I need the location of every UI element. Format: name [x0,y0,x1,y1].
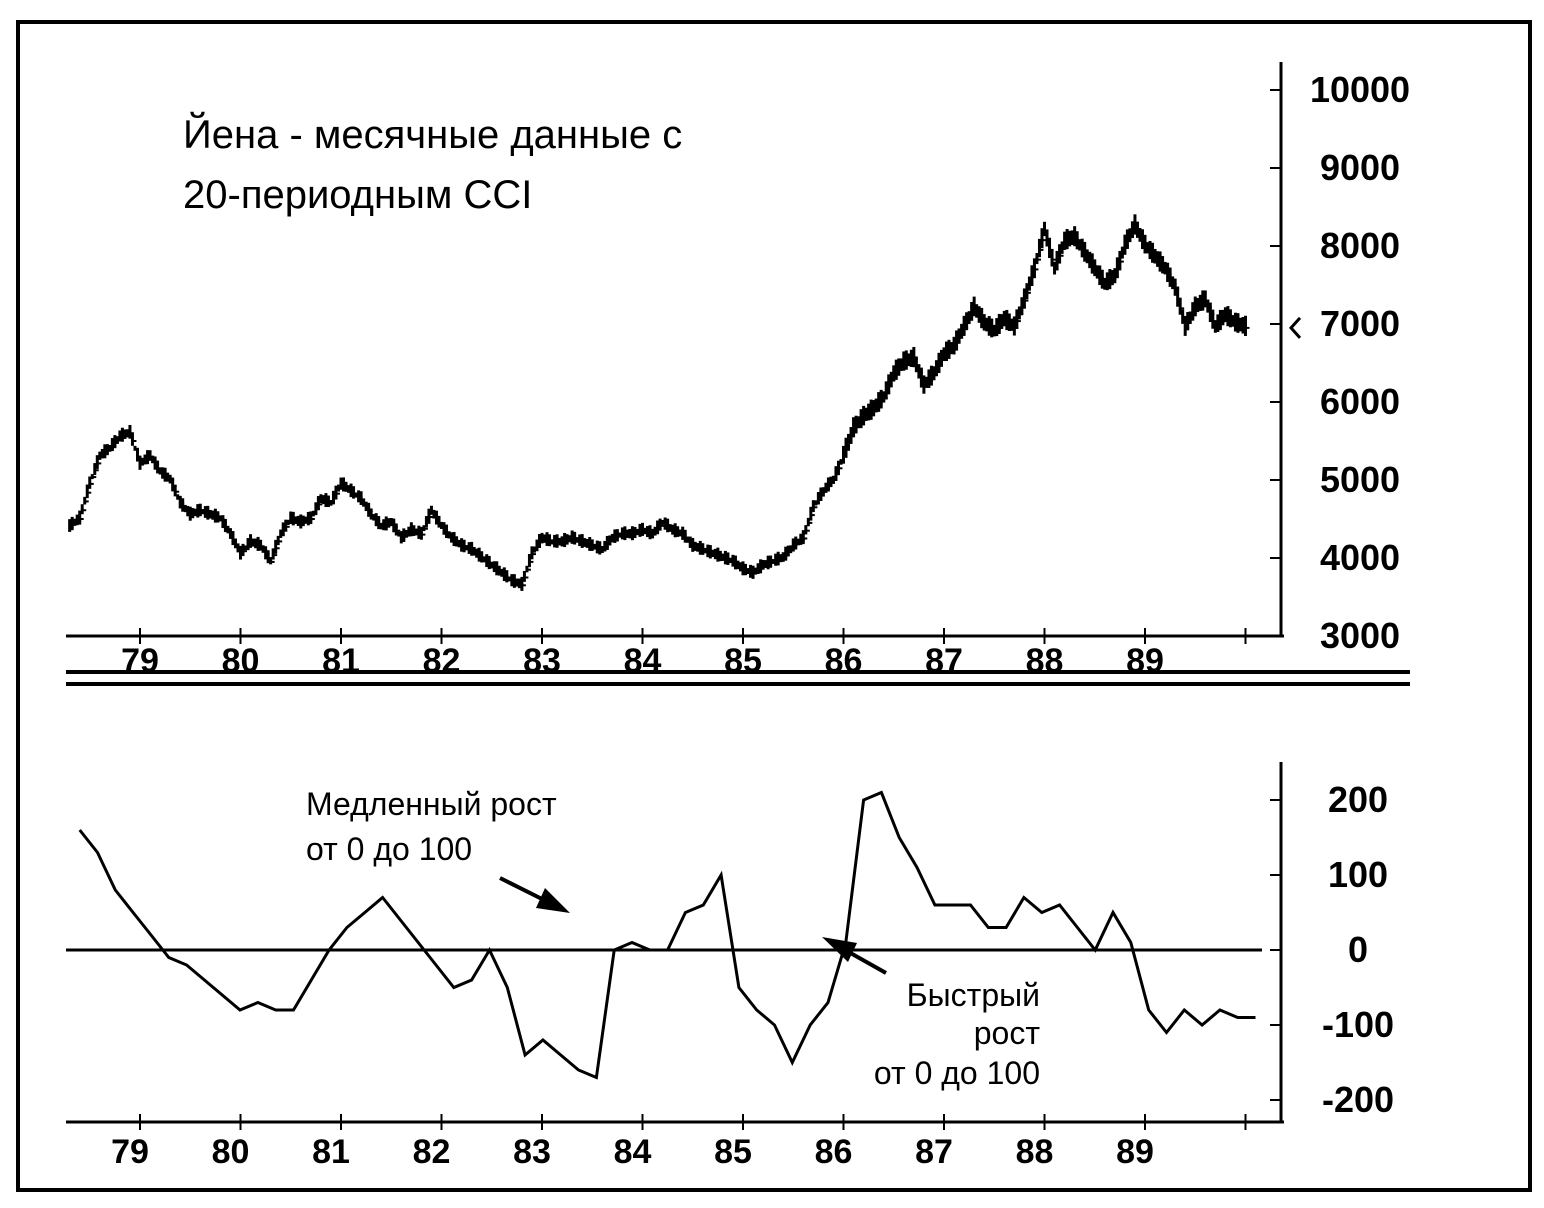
cci-y-tick-label: 200 [1328,779,1388,820]
price-x-tick-label: 81 [322,642,360,680]
price-x-tick-label: 89 [1126,642,1164,680]
price-x-tick-label: 82 [423,642,461,680]
price-bars [68,214,1250,591]
price-x-tick-label: 83 [523,642,561,680]
annotation-fast-rise-line-3: от 0 до 100 [874,1055,1040,1091]
cci-x-tick-labels: 79 80 81 82 83 84 85 86 87 88 89 [111,1114,1247,1171]
annotation-slow-rise-arrowhead [536,888,570,913]
chart-title-line-2: 20-периодным CCI [183,173,532,217]
cci-y-tick-labels: 200 100 0 -100 -200 [1270,779,1394,1120]
price-y-tick-label: 8000 [1320,225,1400,266]
price-y-tick-label: 10000 [1310,69,1410,110]
cci-line [78,790,1256,1080]
cci-x-tick-label: 86 [815,1133,853,1171]
cci-x-tick-label: 88 [1016,1133,1054,1171]
annotation-fast-rise-line-2: рост [974,1015,1041,1051]
price-y-tick-label: 4000 [1320,537,1400,578]
figure-frame [16,20,1532,1192]
cci-x-tick-label: 84 [614,1133,652,1171]
annotation-slow-rise: Медленный рост от 0 до 100 [306,786,570,913]
cci-x-tick-label: 82 [413,1133,451,1171]
price-x-tick-label: 88 [1026,642,1064,680]
annotation-fast-rise-arrowhead [822,937,857,962]
price-chart-axes [66,62,1284,638]
cci-x-tick-label: 85 [714,1133,752,1171]
cci-x-tick-label: 80 [212,1133,250,1171]
price-x-tick-label: 86 [825,642,863,680]
cci-chart-axes [66,762,1284,1124]
cci-y-tick-label: -200 [1322,1079,1394,1120]
cci-x-tick-label: 89 [1116,1133,1154,1171]
price-x-tick-label: 87 [925,642,963,680]
annotation-fast-rise-line-1: Быстрый [907,977,1040,1013]
price-y-tick-labels: 10000 9000 8000 7000 6000 5000 4000 3000 [1270,69,1410,656]
chart-title-line-1: Йена - месячные данные с [183,111,682,157]
cci-x-tick-label: 81 [312,1133,350,1171]
annotation-slow-rise-line-2: от 0 до 100 [306,831,472,867]
price-x-tick-label: 85 [724,642,762,680]
price-y-tick-label: 9000 [1320,147,1400,188]
cci-x-tick-label: 79 [111,1133,149,1171]
cci-y-tick-label: 100 [1328,854,1388,895]
price-y-tick-label: 5000 [1320,459,1400,500]
cci-x-tick-label: 87 [915,1133,953,1171]
price-x-tick-label: 80 [222,642,260,680]
annotation-fast-rise: Быстрый рост от 0 до 100 [822,937,1040,1091]
price-y-tick-label: 6000 [1320,381,1400,422]
last-price-marker-icon [1288,316,1302,339]
price-y-tick-label: 7000 [1320,303,1400,344]
price-x-tick-label: 84 [624,642,662,680]
price-x-tick-label: 79 [121,642,159,680]
cci-y-tick-label: 0 [1348,929,1368,970]
price-y-tick-label: 3000 [1320,615,1400,656]
cci-x-tick-label: 83 [513,1133,551,1171]
annotation-slow-rise-line-1: Медленный рост [306,786,557,822]
cci-y-tick-label: -100 [1322,1004,1394,1045]
